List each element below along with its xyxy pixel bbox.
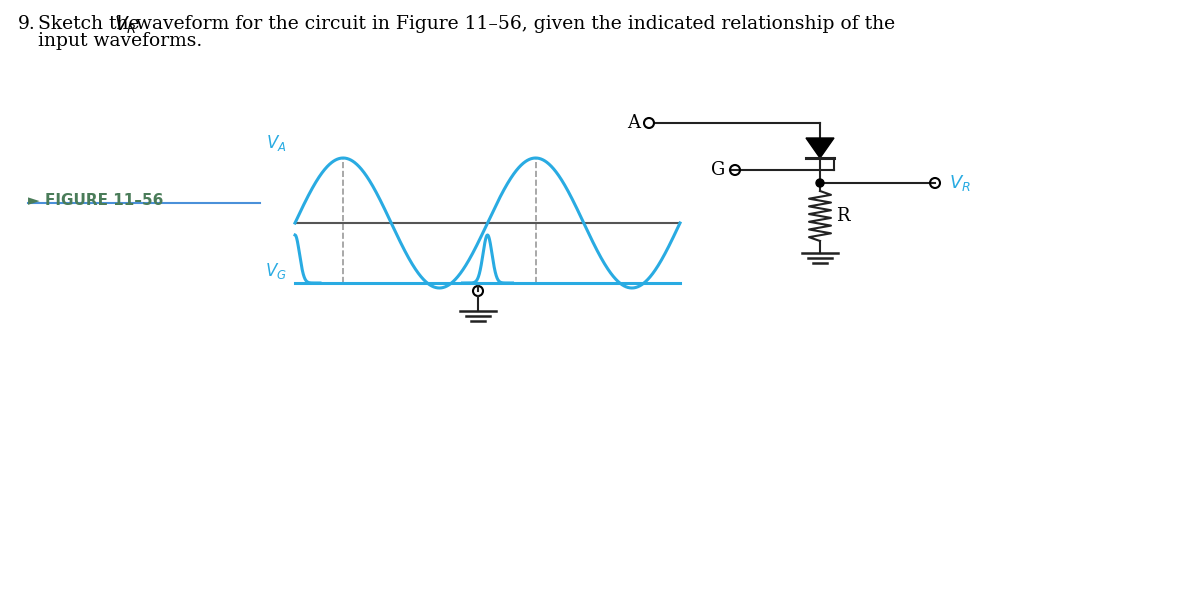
Text: A: A bbox=[628, 114, 640, 132]
Text: $V_R$: $V_R$ bbox=[949, 173, 971, 193]
Text: $V_G$: $V_G$ bbox=[265, 261, 287, 281]
Text: 9.: 9. bbox=[18, 15, 36, 33]
Text: G: G bbox=[710, 161, 725, 179]
Text: input waveforms.: input waveforms. bbox=[38, 32, 203, 50]
Circle shape bbox=[816, 179, 824, 187]
Text: R: R bbox=[836, 207, 850, 225]
Polygon shape bbox=[806, 138, 834, 158]
Text: waveform for the circuit in Figure 11–56, given the indicated relationship of th: waveform for the circuit in Figure 11–56… bbox=[136, 15, 895, 33]
Text: ► FIGURE 11–56: ► FIGURE 11–56 bbox=[28, 193, 163, 208]
Text: $V_R$: $V_R$ bbox=[114, 15, 137, 36]
Text: Sketch the: Sketch the bbox=[38, 15, 145, 33]
Text: $V_A$: $V_A$ bbox=[266, 133, 287, 153]
